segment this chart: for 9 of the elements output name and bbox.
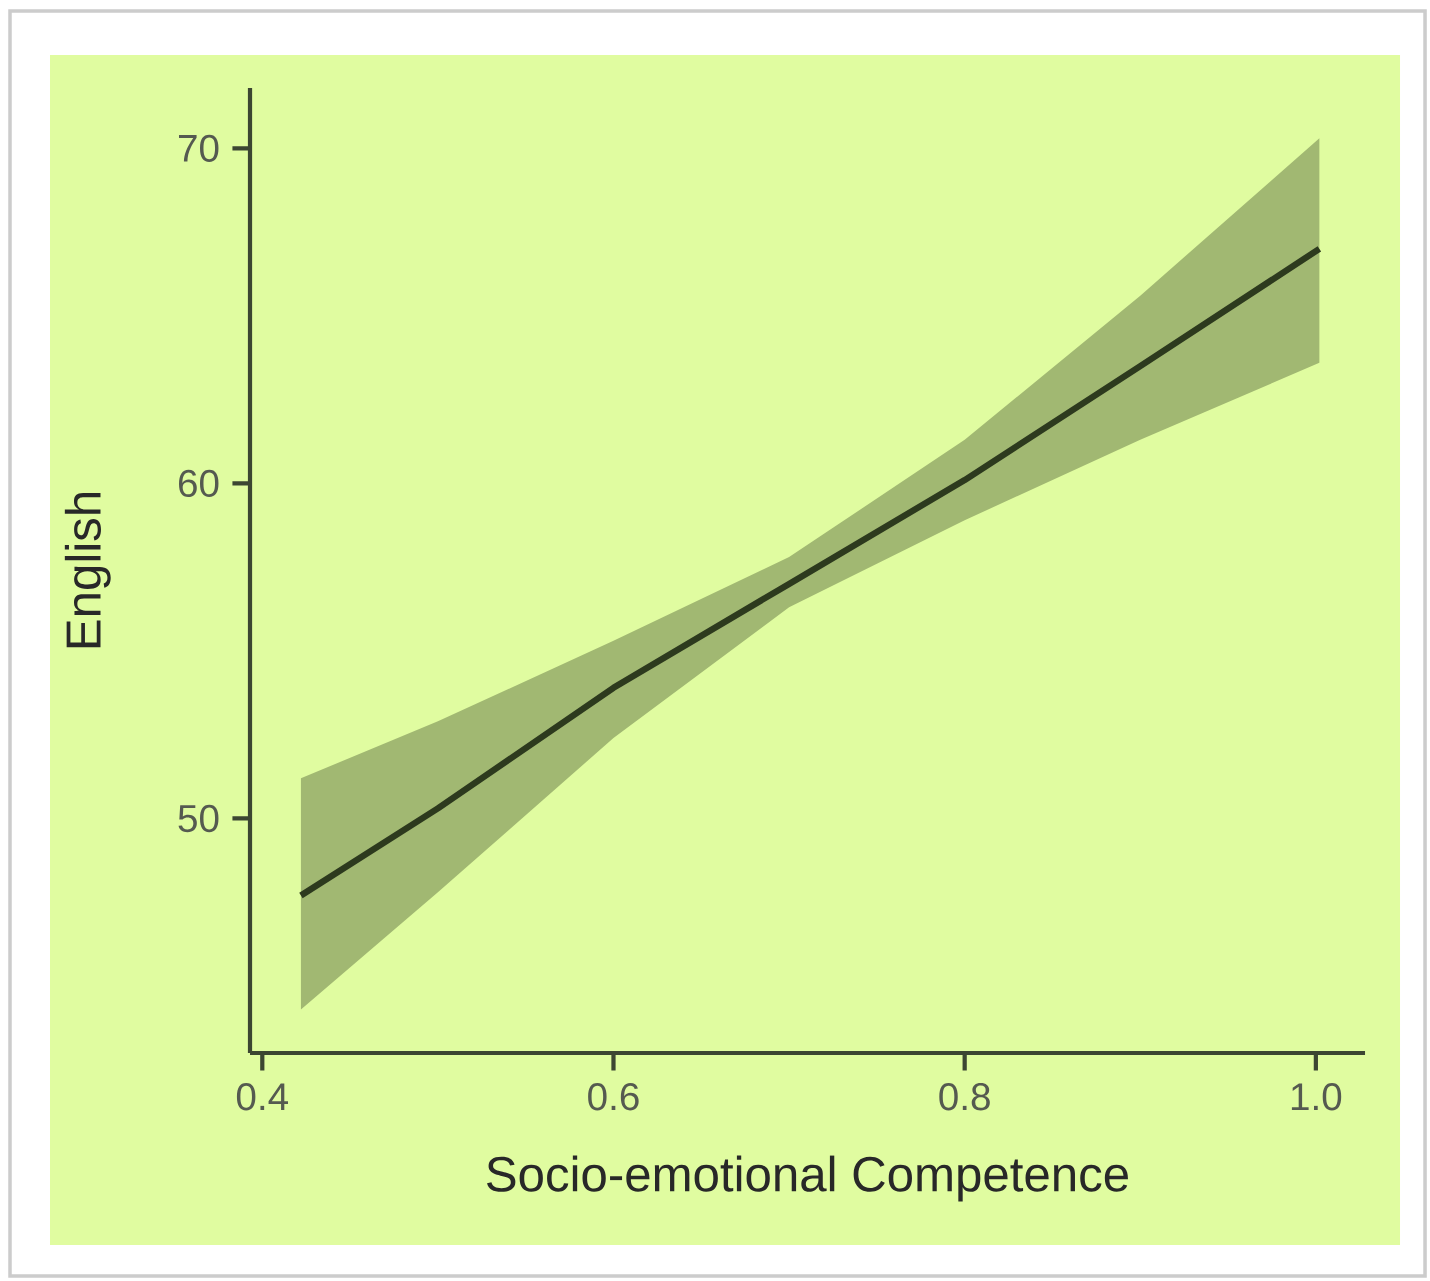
y-tick-label: 50 [178, 804, 219, 833]
x-tick-label: 0.8 [939, 1083, 990, 1111]
y-axis-title: English [64, 493, 111, 648]
x-tick-label: 0.4 [236, 1083, 289, 1111]
x-tick-label: 1.0 [1291, 1083, 1342, 1111]
y-tick-label: 70 [179, 134, 219, 162]
x-tick-label: 0.6 [588, 1083, 639, 1111]
x-axis-title: Socio-emotional Competence [487, 1155, 1128, 1202]
y-tick-label: 60 [179, 469, 219, 498]
